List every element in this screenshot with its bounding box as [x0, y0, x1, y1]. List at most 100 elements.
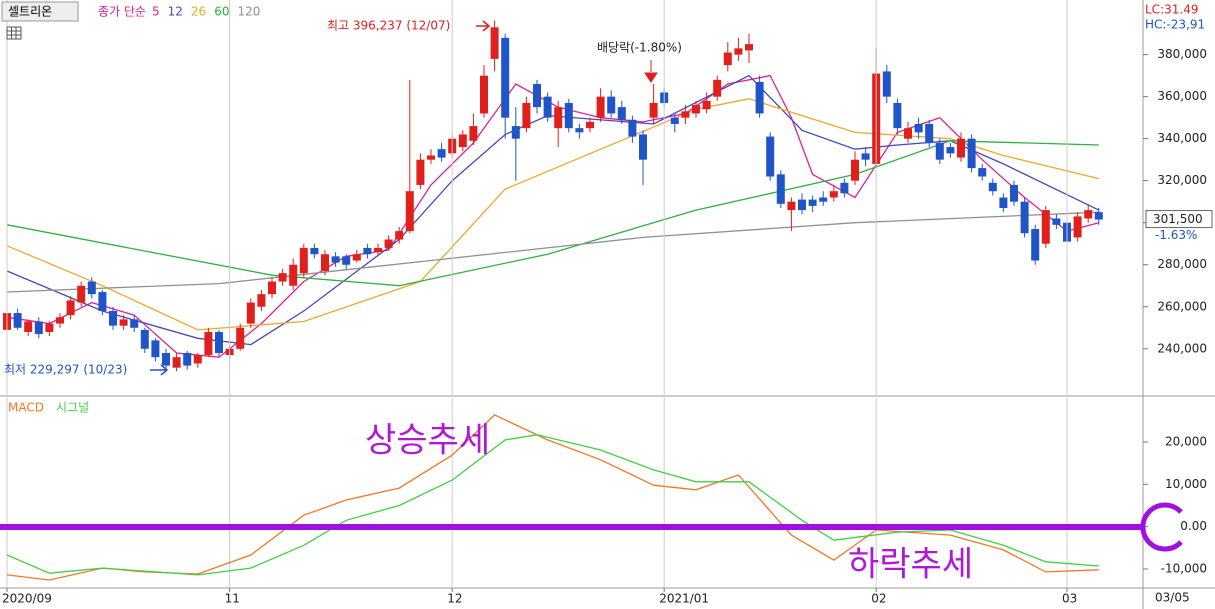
candle-body: [66, 300, 75, 316]
candle-body: [734, 48, 743, 55]
candle-body: [119, 319, 128, 326]
candle-body: [437, 149, 446, 158]
candle-body: [1084, 210, 1093, 219]
candle-body: [681, 111, 690, 118]
candle-body: [77, 285, 86, 303]
x-tick-label: 03: [1062, 592, 1077, 606]
candle-body: [575, 128, 584, 133]
candle-body: [352, 254, 361, 261]
y-tick-label: 20,000: [1165, 435, 1207, 449]
candle-body: [755, 81, 764, 114]
candle-body: [1073, 216, 1082, 238]
candle-body: [363, 247, 372, 255]
candle-body: [172, 357, 181, 368]
stock-button[interactable]: [1, 1, 79, 22]
series-line: [6, 98, 1099, 331]
y-tick-label: 360,000: [1157, 89, 1207, 103]
candle-body: [246, 302, 255, 324]
candle-body: [55, 317, 64, 324]
change-label: -1.63%: [1155, 228, 1197, 242]
y-tick-label: 340,000: [1157, 131, 1207, 145]
candle-body: [585, 121, 594, 129]
x-tick-label: 11: [225, 592, 240, 606]
candle-body: [1094, 212, 1103, 220]
y-tick-label: 0.00: [1180, 519, 1207, 533]
candle-body: [1041, 210, 1050, 244]
candle-body: [1052, 218, 1061, 225]
lc-indicator: LC:31.49: [1145, 3, 1198, 17]
downtrend-label: 하락추세: [848, 545, 973, 585]
candle-body: [819, 197, 828, 202]
candle-body: [797, 199, 806, 211]
candle-body: [882, 71, 891, 97]
stock-name[interactable]: 셀트리온: [8, 5, 52, 19]
candle-body: [130, 319, 139, 328]
legend-entry: 26: [191, 5, 206, 19]
candle-body: [267, 281, 276, 295]
legend-entry: 12: [168, 5, 183, 19]
candle-body: [554, 107, 563, 129]
candle-body: [458, 134, 467, 148]
candle-body: [24, 321, 33, 332]
icon-frame[interactable]: [6, 26, 22, 40]
candle-body: [511, 126, 520, 139]
candle-body: [607, 96, 616, 114]
candle-body: [914, 123, 923, 133]
candle-body: [776, 174, 785, 204]
y-tick-label: 320,000: [1157, 173, 1207, 187]
candle-body: [161, 352, 170, 366]
table-icon[interactable]: [6, 26, 22, 40]
candle-body: [522, 102, 531, 129]
candle-body: [1009, 184, 1018, 202]
candle-body: [893, 102, 902, 129]
candle-body: [967, 138, 976, 169]
high-annotation: 최고 396,237 (12/07): [327, 19, 450, 33]
candle-body: [469, 126, 478, 141]
series-line: [6, 434, 1099, 576]
candle-body: [840, 182, 849, 194]
candle-body: [405, 191, 414, 232]
last-price-box: [1145, 210, 1213, 229]
candle-body: [34, 321, 43, 335]
x-tick-label: 2021/01: [659, 592, 709, 606]
candle-body: [204, 331, 213, 356]
ma-legend: 종가 단순 5 12 26 60 120: [98, 5, 260, 19]
candle-body: [214, 331, 223, 353]
legend-entry: 5: [152, 5, 160, 19]
candle-body: [278, 273, 287, 282]
candle-body: [45, 323, 54, 332]
y-tick-label: 380,000: [1157, 47, 1207, 61]
candle-body: [628, 119, 637, 137]
candle-body: [236, 327, 245, 349]
candle-body: [151, 340, 160, 358]
candle-body: [289, 264, 298, 286]
icon-grid[interactable]: [7, 27, 21, 39]
candle-body: [702, 100, 711, 110]
candle-body: [543, 96, 552, 118]
candle-body: [87, 281, 96, 295]
candle-body: [713, 79, 722, 97]
candle-body: [850, 159, 859, 181]
candle-body: [564, 102, 573, 129]
series-line: [6, 211, 1099, 293]
y-tick-label: -10,000: [1161, 561, 1207, 575]
last-date: 03/05: [1155, 591, 1190, 605]
candle-body: [13, 313, 22, 328]
zero-circle: [1140, 502, 1183, 552]
candle-body: [98, 292, 107, 311]
legend-entry: 60: [214, 5, 229, 19]
candle-body: [935, 142, 944, 160]
candle-body: [903, 128, 912, 139]
low-arrow: [150, 364, 169, 376]
candle-body: [479, 75, 488, 114]
hc-indicator: HC:-23,91: [1145, 18, 1205, 32]
candle-body: [395, 231, 404, 240]
x-tick-label: 12: [447, 592, 462, 606]
candle-body: [617, 107, 626, 120]
uptrend-label: 상승추세: [365, 421, 490, 461]
